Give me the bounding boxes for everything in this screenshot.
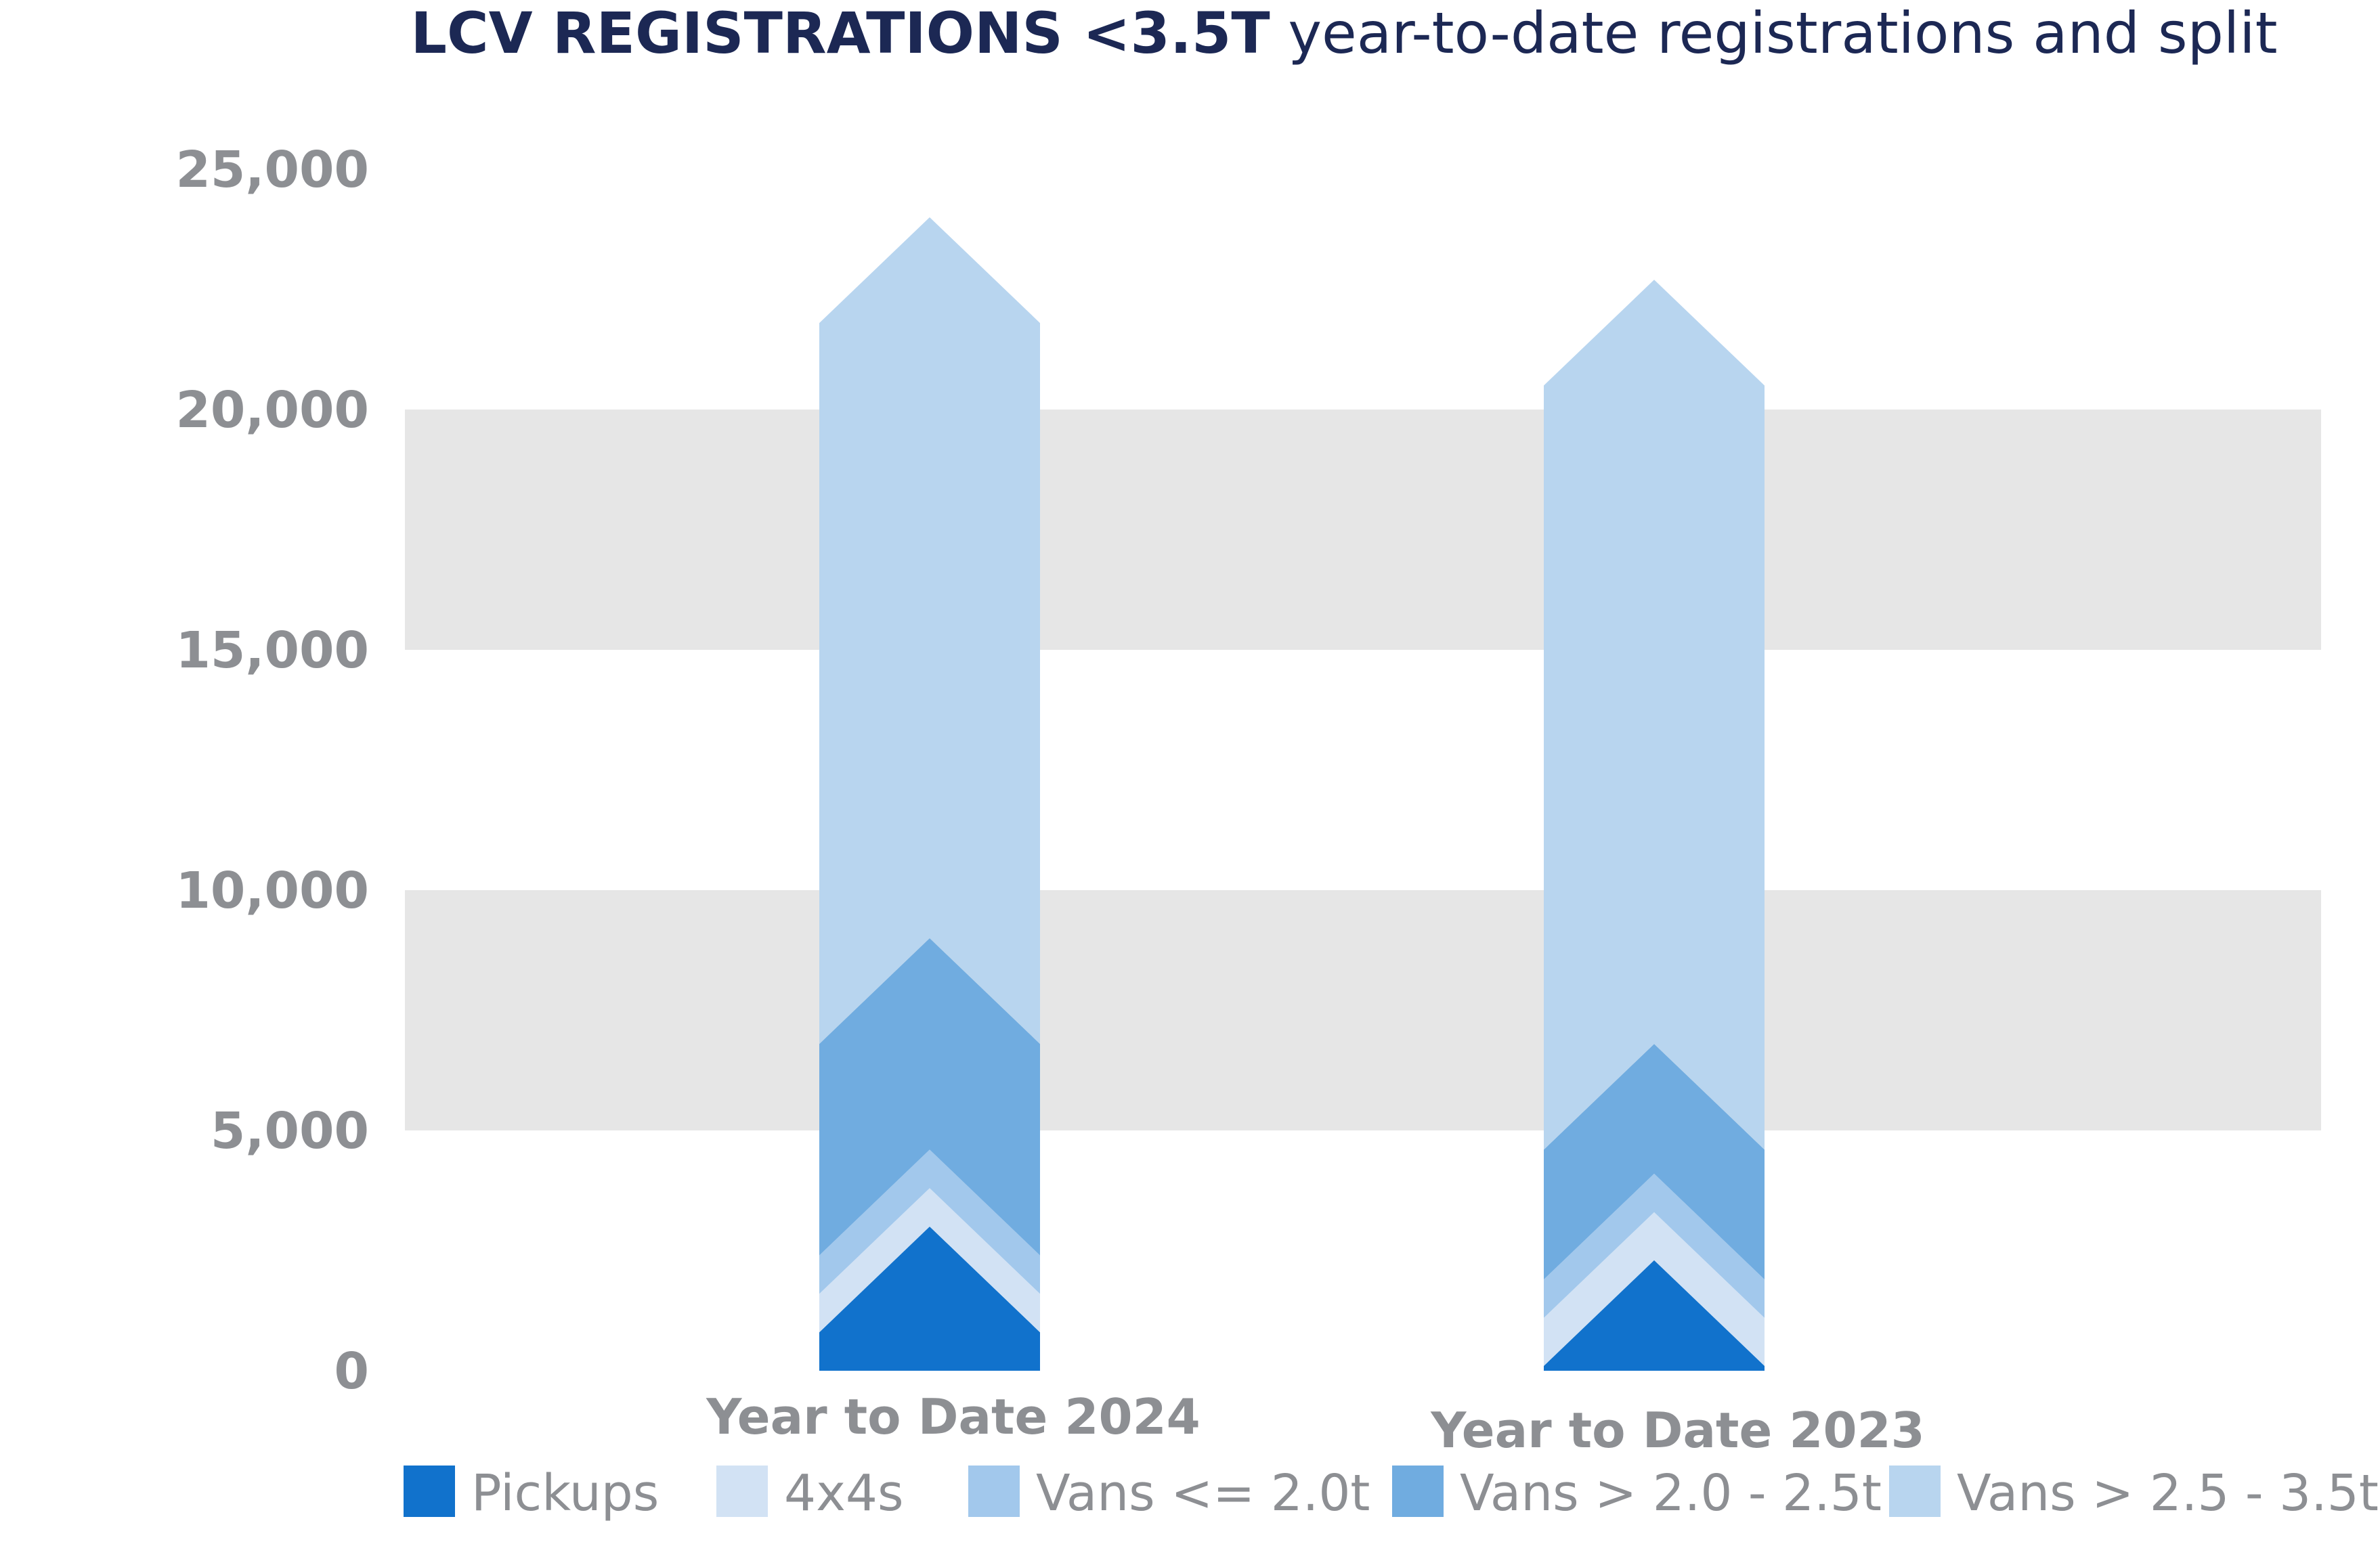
legend-swatch [404,1466,455,1517]
legend-item: Vans <= 2.0t [968,1464,1370,1522]
bars [819,217,1765,1371]
legend-swatch [716,1466,768,1517]
bar-segment [1544,280,1765,1150]
bar-segment [1544,1260,1765,1371]
legend-label: Pickups [471,1464,659,1522]
y-tick-label: 0 [334,1342,370,1401]
legend-item: Pickups [404,1464,659,1522]
y-axis: 25,000 20,000 15,000 10,000 5,000 0 [175,141,369,1401]
chart-title-rest: year-to-date registrations and split [1270,0,2278,66]
chart-title-bold: LCV REGISTRATIONS <3.5T [410,0,1270,66]
bar-segment [819,938,1040,1256]
legend-label: 4x4s [784,1464,904,1522]
legend-item: Vans > 2.5 - 3.5t [1889,1464,2379,1522]
legend-label: Vans > 2.5 - 3.5t [1957,1464,2379,1522]
x-category-label: Year to Date 2023 [1430,1402,1925,1459]
bar-segment [1544,1212,1765,1366]
bar-stack [819,217,1040,1371]
y-tick-label: 10,000 [175,862,369,920]
x-category-label: Year to Date 2024 [706,1388,1200,1445]
grid-band [405,890,2321,1130]
legend-swatch [1889,1466,1941,1517]
legend: Pickups 4x4s Vans <= 2.0t Vans > 2.0 - 2.5t… [404,1464,2379,1522]
y-tick-label: 15,000 [175,621,369,680]
x-axis-categories: Year to Date 2024 Year to Date 2023 [706,1388,1925,1459]
bar-segment [1544,1044,1765,1280]
legend-label: Vans > 2.0 - 2.5t [1460,1464,1882,1522]
chart-title: LCV REGISTRATIONS <3.5T year-to-date reg… [410,0,2277,66]
bar-stack [1544,280,1765,1371]
y-tick-label: 20,000 [175,381,369,439]
bar-segment [819,1188,1040,1333]
bar-segment [819,1149,1040,1294]
legend-item: 4x4s [716,1464,904,1522]
grid-bands [405,410,2321,1130]
legend-item: Vans > 2.0 - 2.5t [1392,1464,1882,1522]
legend-swatch [968,1466,1020,1517]
grid-band [405,410,2321,650]
legend-swatch [1392,1466,1444,1517]
bar-segment [1544,1173,1765,1318]
y-tick-label: 25,000 [175,141,369,199]
bar-segment [819,217,1040,1044]
legend-label: Vans <= 2.0t [1036,1464,1370,1522]
y-tick-label: 5,000 [211,1102,369,1160]
bar-segment [819,1227,1040,1371]
